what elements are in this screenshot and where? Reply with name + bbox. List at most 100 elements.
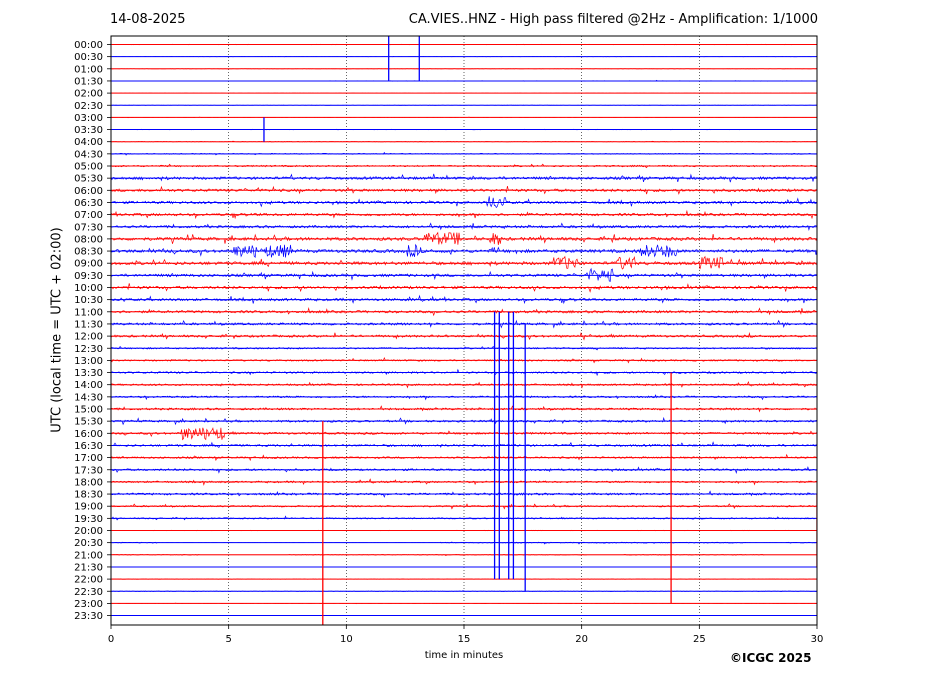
y-tick-label: 16:30 (74, 441, 103, 452)
trace-1200 (111, 332, 817, 341)
trace-0600 (111, 185, 817, 195)
trace-1730 (111, 466, 817, 474)
trace-2300 (111, 602, 817, 605)
x-tick-label: 10 (340, 634, 353, 645)
y-tick-label: 21:30 (74, 562, 103, 573)
y-tick-label: 07:00 (74, 210, 103, 221)
y-tick-label: 03:00 (74, 113, 103, 124)
trace-0530 (111, 173, 817, 183)
trace-2100 (111, 553, 817, 557)
y-tick-label: 18:00 (74, 477, 103, 488)
trace-1700 (111, 453, 817, 462)
trace-0630 (111, 196, 817, 209)
grid-lines (228, 36, 700, 625)
y-tick-label: 11:00 (74, 307, 103, 318)
y-tick-label: 17:00 (74, 453, 103, 464)
trace-1300 (111, 356, 817, 364)
y-tick-label: 16:00 (74, 429, 103, 440)
trace-1430 (111, 394, 817, 401)
trace-0330 (111, 128, 817, 131)
y-tick-label: 13:00 (74, 356, 103, 367)
y-tick-label: 19:30 (74, 514, 103, 525)
y-tick-label: 22:30 (74, 587, 103, 598)
y-tick-label: 08:30 (74, 247, 103, 258)
x-tick-label: 5 (225, 634, 231, 645)
y-tick-label: 19:00 (74, 502, 103, 513)
trace-1930 (111, 515, 817, 521)
y-tick-label: 12:30 (74, 344, 103, 355)
y-tick-label: 11:30 (74, 319, 103, 330)
y-tick-label: 04:30 (74, 149, 103, 160)
y-tick-label: 07:30 (74, 222, 103, 233)
y-tick-label: 02:00 (74, 89, 103, 100)
y-tick-label: 06:00 (74, 186, 103, 197)
y-tick-label: 00:30 (74, 52, 103, 63)
y-tick-label: 17:30 (74, 465, 103, 476)
y-tick-label: 23:00 (74, 599, 103, 610)
y-tick-label: 13:30 (74, 368, 103, 379)
x-tick-label: 25 (693, 634, 706, 645)
y-tick-label: 08:00 (74, 234, 103, 245)
y-tick-label: 20:30 (74, 538, 103, 549)
trace-0930 (111, 267, 817, 282)
trace-0430 (111, 151, 817, 156)
trace-2030 (111, 541, 817, 545)
trace-0800 (111, 231, 817, 245)
trace-1530 (111, 416, 817, 426)
trace-1600 (111, 427, 817, 441)
traces (111, 36, 817, 625)
y-tick-label: 01:30 (74, 76, 103, 87)
y-tick-label: 02:30 (74, 101, 103, 112)
y-tick-label: 22:00 (74, 575, 103, 586)
trace-1130 (111, 319, 817, 329)
chart-title: CA.VIES..HNZ - High pass filtered @2Hz -… (408, 12, 818, 27)
y-tick-label: 03:30 (74, 125, 103, 136)
y-tick-label: 09:00 (74, 259, 103, 270)
y-tick-label: 09:30 (74, 271, 103, 282)
y-tick-label: 05:30 (74, 174, 103, 185)
trace-0700 (111, 209, 817, 220)
trace-0300 (111, 116, 817, 119)
trace-0130 (111, 79, 817, 82)
y-tick-label: 14:00 (74, 380, 103, 391)
trace-1630 (111, 441, 817, 449)
x-tick-label: 30 (811, 634, 824, 645)
y-tick-label: 10:30 (74, 295, 103, 306)
trace-0730 (111, 222, 817, 232)
y-tick-label: 20:00 (74, 526, 103, 537)
y-tick-label: 12:00 (74, 332, 103, 343)
y-tick-label: 05:00 (74, 162, 103, 173)
y-tick-label: 15:00 (74, 405, 103, 416)
trace-1330 (111, 368, 817, 377)
y-tick-label: 10:00 (74, 283, 103, 294)
trace-1230 (111, 345, 817, 351)
y-tick-label: 01:00 (74, 64, 103, 75)
y-tick-label: 04:00 (74, 137, 103, 148)
trace-0400 (111, 140, 817, 143)
y-tick-label: 14:30 (74, 392, 103, 403)
y-tick-label: 18:30 (74, 490, 103, 501)
x-tick-label: 15 (458, 634, 471, 645)
copyright-label: ©ICGC 2025 (730, 651, 812, 665)
trace-1500 (111, 405, 817, 413)
trace-1400 (111, 381, 817, 389)
trace-0500 (111, 163, 817, 169)
y-tick-label: 00:00 (74, 40, 103, 51)
trace-1830 (111, 490, 817, 498)
y-tick-label: 06:30 (74, 198, 103, 209)
trace-1000 (111, 283, 817, 293)
trace-1900 (111, 503, 817, 510)
x-tick-label: 20 (575, 634, 588, 645)
trace-1030 (111, 294, 817, 305)
trace-1100 (111, 307, 817, 317)
y-tick-label: 15:30 (74, 417, 103, 428)
x-tick-label: 0 (108, 634, 114, 645)
trace-1800 (111, 478, 817, 486)
y-tick-label: 21:00 (74, 550, 103, 561)
trace-2230 (111, 590, 817, 592)
trace-0900 (111, 255, 817, 270)
y-tick-label: 23:30 (74, 611, 103, 622)
date-label: 14-08-2025 (110, 12, 186, 27)
